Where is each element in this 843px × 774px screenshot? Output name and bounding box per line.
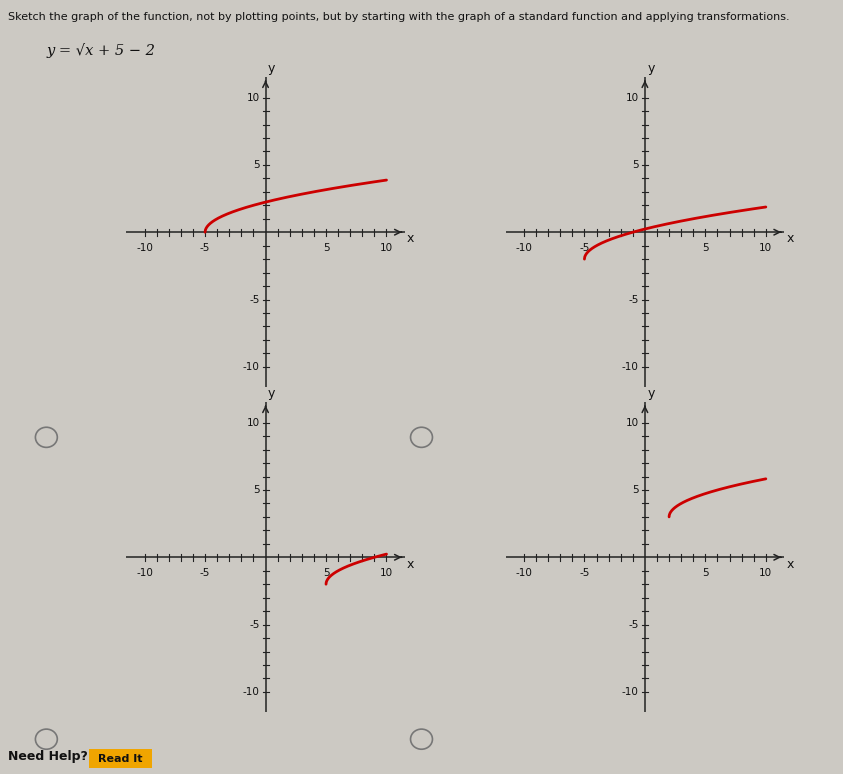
Text: y: y (268, 62, 276, 75)
Text: Sketch the graph of the function, not by plotting points, but by starting with t: Sketch the graph of the function, not by… (8, 12, 790, 22)
Text: -5: -5 (629, 619, 639, 629)
Text: x: x (407, 557, 415, 570)
Text: -5: -5 (200, 568, 210, 578)
Text: y: y (268, 387, 276, 400)
Text: -10: -10 (243, 687, 260, 697)
Text: -5: -5 (579, 243, 589, 253)
Text: 5: 5 (253, 485, 260, 495)
Text: -5: -5 (250, 294, 260, 304)
Text: 10: 10 (380, 568, 393, 578)
Text: x: x (787, 557, 794, 570)
Text: x: x (407, 232, 415, 245)
Text: y: y (647, 387, 655, 400)
Text: 10: 10 (380, 243, 393, 253)
Text: 5: 5 (323, 568, 330, 578)
Text: 5: 5 (632, 485, 639, 495)
Text: 5: 5 (702, 568, 709, 578)
Text: 10: 10 (246, 418, 260, 428)
Text: x: x (787, 232, 794, 245)
Text: -10: -10 (137, 243, 153, 253)
Text: -10: -10 (622, 687, 639, 697)
Text: 5: 5 (323, 243, 330, 253)
Text: 10: 10 (626, 418, 639, 428)
Text: -5: -5 (200, 243, 210, 253)
Text: 10: 10 (760, 243, 772, 253)
Text: y = √x + 5 − 2: y = √x + 5 − 2 (46, 43, 155, 57)
Text: Read It: Read It (98, 754, 142, 763)
Text: 5: 5 (253, 160, 260, 170)
Text: y: y (647, 62, 655, 75)
Text: 5: 5 (632, 160, 639, 170)
Text: -5: -5 (629, 294, 639, 304)
Text: Need Help?: Need Help? (8, 751, 89, 763)
Text: -10: -10 (243, 361, 260, 372)
Text: -10: -10 (516, 568, 533, 578)
Text: 10: 10 (760, 568, 772, 578)
Text: 10: 10 (626, 93, 639, 103)
Text: -10: -10 (137, 568, 153, 578)
Text: -10: -10 (516, 243, 533, 253)
Text: -10: -10 (622, 361, 639, 372)
Text: 5: 5 (702, 243, 709, 253)
Text: -5: -5 (579, 568, 589, 578)
Text: 10: 10 (246, 93, 260, 103)
Text: -5: -5 (250, 619, 260, 629)
